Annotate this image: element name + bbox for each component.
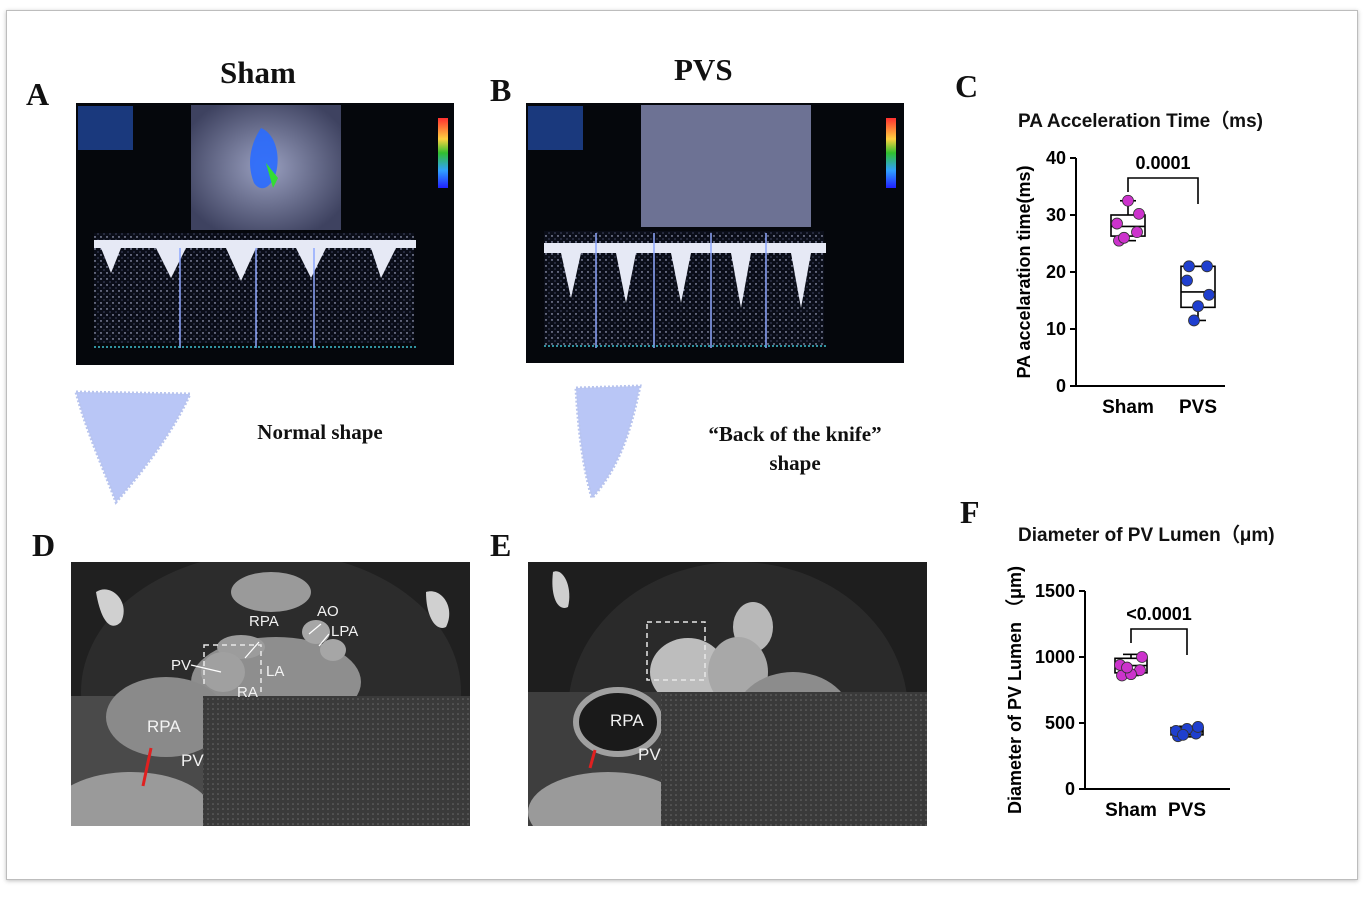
panel-a-title: Sham xyxy=(220,55,296,90)
label-la: LA xyxy=(266,663,284,680)
data-point xyxy=(1118,231,1130,244)
x-tick-label: PVS xyxy=(1179,397,1217,418)
data-point xyxy=(1201,260,1213,273)
panel-b-title: PVS xyxy=(674,52,733,87)
label-pv: PV xyxy=(171,657,191,674)
inset-label-rpa-e: RPA xyxy=(610,711,644,730)
y-tick-label: 30 xyxy=(1046,205,1066,225)
inset-label-pv: PV xyxy=(181,751,204,770)
chart-f-title: Diameter of PV Lumen（μm) xyxy=(1018,525,1275,546)
ct-image-sham: RPA AO LPA PV LA RA RPA PV xyxy=(71,562,470,826)
data-point xyxy=(1181,274,1193,287)
data-point xyxy=(1111,217,1123,230)
data-point xyxy=(1131,226,1143,238)
inset-label-rpa: RPA xyxy=(147,717,181,736)
significance-bracket xyxy=(1127,177,1199,204)
data-point xyxy=(1122,194,1134,207)
y-tick-label: 20 xyxy=(1046,262,1066,282)
chart-f: 0 500 1000 1500 Diameter of PV Lumen （μm) Sha… xyxy=(1005,566,1230,821)
inset-label-pv-e: PV xyxy=(638,745,661,764)
x-tick-label: PVS xyxy=(1168,800,1206,821)
x-tick-label: Sham xyxy=(1102,397,1154,418)
y-tick-label: 500 xyxy=(1045,713,1075,733)
p-value-label: 0.0001 xyxy=(1135,153,1190,173)
ct-image-pvs: RPA PV xyxy=(528,562,927,826)
panel-label-e: E xyxy=(490,527,512,563)
ultrasound-image-pvs xyxy=(526,103,904,363)
y-tick-label: 1500 xyxy=(1035,581,1075,601)
label-ao: AO xyxy=(317,603,339,620)
chart-c-title: PA Acceleration Time（ms) xyxy=(1018,111,1263,132)
normal-shape-icon xyxy=(74,390,193,505)
panel-label-d: D xyxy=(32,527,56,563)
panel-b-caption-line1: “Back of the knife” xyxy=(708,422,882,446)
data-point xyxy=(1177,728,1189,741)
y-axis-label: PA accelaration time(ms) xyxy=(1014,165,1034,378)
y-tick-label: 1000 xyxy=(1035,647,1075,667)
panel-label-a: A xyxy=(26,76,50,112)
data-point xyxy=(1192,721,1204,733)
x-tick-label: Sham xyxy=(1105,800,1157,821)
panel-b-caption-line2: shape xyxy=(769,451,821,475)
panel-label-f: F xyxy=(960,494,980,530)
data-point xyxy=(1183,260,1195,273)
data-point xyxy=(1192,300,1204,313)
y-tick-label: 10 xyxy=(1046,319,1066,339)
panel-b-caption: “Back of the knife” shape xyxy=(670,420,920,478)
panel-label-c: C xyxy=(955,68,979,104)
label-lpa: LPA xyxy=(331,623,358,640)
panel-label-b: B xyxy=(490,72,512,108)
significance-bracket xyxy=(1130,628,1188,655)
knife-back-shape-icon xyxy=(574,384,642,502)
y-axis-label: Diameter of PV Lumen （μm) xyxy=(1005,566,1025,814)
data-point xyxy=(1203,288,1215,301)
label-rpa: RPA xyxy=(249,613,279,630)
p-value-label: <0.0001 xyxy=(1126,604,1192,624)
data-point xyxy=(1121,661,1133,674)
chart-c: 0 10 20 30 40 PA accelaration time(ms) Sham PVS… xyxy=(1014,148,1225,418)
panel-a-caption: Normal shape xyxy=(257,420,383,444)
y-tick-label: 0 xyxy=(1056,376,1066,396)
y-tick-label: 40 xyxy=(1046,148,1066,168)
data-point xyxy=(1188,314,1200,327)
data-point xyxy=(1133,207,1145,220)
ultrasound-image-sham xyxy=(76,103,454,365)
y-tick-label: 0 xyxy=(1065,779,1075,799)
data-point xyxy=(1136,651,1148,663)
label-ra: RA xyxy=(237,684,258,701)
